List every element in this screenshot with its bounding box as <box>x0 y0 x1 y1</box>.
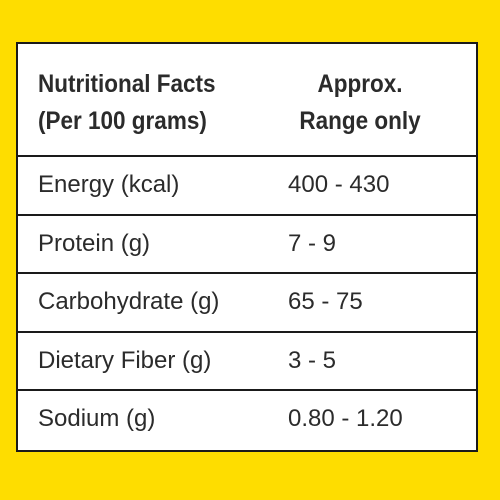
nutrient-range: 7 - 9 <box>288 229 337 257</box>
range-heading: Approx. Range only <box>283 66 438 140</box>
heading-title: Nutritional Facts <box>38 70 216 98</box>
nutrient-name: Sodium (g) <box>38 405 156 432</box>
table-row: Protein (g) 7 - 9 <box>18 216 476 274</box>
table-row: Dietary Fiber (g) 3 - 5 <box>18 333 476 391</box>
nutritional-facts-heading: Nutritional Facts (Per 100 grams) <box>38 66 216 140</box>
heading-subtitle: (Per 100 grams) <box>38 107 207 135</box>
nutrient-name: Dietary Fiber (g) <box>38 346 212 374</box>
range-heading-line2: Range only <box>299 107 421 135</box>
table-row: Energy (kcal) 400 - 430 <box>18 157 476 216</box>
nutrient-name: Protein (g) <box>38 229 151 257</box>
nutrient-name: Carbohydrate (g) <box>38 288 220 315</box>
nutrient-range: 3 - 5 <box>288 346 337 374</box>
nutrient-range: 0.80 - 1.20 <box>288 405 403 432</box>
table-row: Sodium (g) 0.80 - 1.20 <box>18 391 476 450</box>
nutrient-range: 400 - 430 <box>288 171 390 198</box>
table-body: Energy (kcal) 400 - 430 Protein (g) 7 - … <box>18 157 476 450</box>
table-row: Carbohydrate (g) 65 - 75 <box>18 274 476 333</box>
table-header: Nutritional Facts (Per 100 grams) Approx… <box>18 44 476 157</box>
nutrient-range: 65 - 75 <box>288 288 363 315</box>
nutrition-facts-table: Nutritional Facts (Per 100 grams) Approx… <box>16 42 478 452</box>
range-heading-line1: Approx. <box>317 70 403 98</box>
nutrient-name: Energy (kcal) <box>38 171 180 198</box>
